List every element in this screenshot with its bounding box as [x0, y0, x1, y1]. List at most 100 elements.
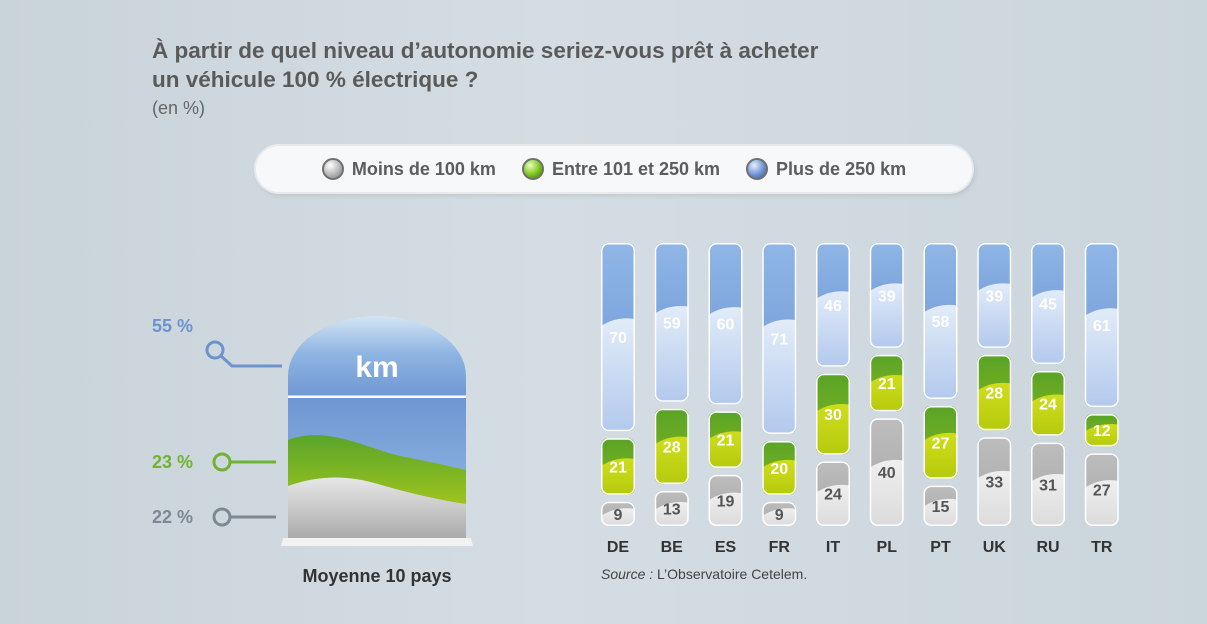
bar-value-label: 12: [1093, 423, 1111, 440]
chart-title: À partir de quel niveau d’autonomie seri…: [152, 36, 818, 94]
bar-segment-border: [977, 354, 1012, 431]
bar-segment-border: [654, 243, 689, 402]
bar-value-label: 24: [824, 487, 842, 504]
bar-segment-border: [869, 354, 904, 412]
bar-101-250: [1084, 414, 1119, 447]
bar-segment-shade: [708, 492, 743, 526]
bar-value-label: 71: [770, 331, 788, 348]
bar-value-label: 58: [932, 314, 950, 331]
bar-value-label: 20: [770, 461, 788, 478]
bar-value-label: 21: [609, 460, 627, 477]
bar-segment-border: [601, 243, 635, 432]
bar-segment-border: [869, 418, 904, 526]
bar-value-label: 39: [985, 288, 1003, 305]
bar-segment-border: [1031, 371, 1065, 436]
bar-under-100: [977, 437, 1012, 526]
legend-label: Entre 101 et 250 km: [551, 158, 721, 179]
bar-segment-shade: [977, 283, 1012, 348]
legend-item-101-250: Entre 101 et 250 km: [521, 158, 721, 180]
title-line-1: À partir de quel niveau d’autonomie seri…: [152, 38, 819, 63]
bar-segment-border: [762, 440, 797, 495]
bar-segment-shade: [708, 307, 743, 405]
bar-segment-shade: [923, 304, 958, 400]
blue-bullet-icon: [746, 158, 769, 180]
bar-value-label: 28: [663, 439, 681, 456]
bar-segment-shade: [816, 403, 850, 455]
bar-value-label: 27: [932, 435, 950, 452]
bar-value-label: 60: [717, 317, 735, 334]
average-callout: 23 %: [152, 452, 276, 472]
bar-segment-border: [654, 408, 689, 485]
bar-over-250: [601, 243, 635, 432]
bar-segment-border: [654, 491, 689, 526]
bar-segment-border: [708, 411, 743, 468]
bar-over-250: [977, 243, 1012, 348]
legend-label: Plus de 250 km: [776, 158, 907, 179]
country-label: TR: [1091, 539, 1113, 556]
average-label: Moyenne 10 pays: [302, 566, 452, 586]
bar-value-label: 70: [609, 330, 627, 347]
bar-segment-shade: [762, 459, 797, 495]
bar-segment-border: [762, 243, 797, 434]
country-column: 13 28 59 BE: [654, 243, 689, 556]
source-note: Source : L’Observatoire Cetelem.: [601, 566, 807, 582]
battery-grey-layer: [288, 477, 466, 538]
bar-segment-shade: [869, 283, 904, 348]
country-column: 9 21 70 DE: [601, 243, 635, 556]
average-value-label: 55 %: [152, 316, 193, 336]
country-label: PL: [877, 539, 898, 556]
bar-under-100: [601, 501, 635, 526]
bar-value-label: 21: [717, 433, 735, 450]
country-label: FR: [769, 539, 791, 556]
bar-segment-shade: [654, 502, 689, 526]
bar-under-100: [1084, 453, 1119, 526]
country-label: UK: [983, 539, 1007, 556]
bar-segment-border: [601, 438, 635, 495]
bar-segment-shade: [762, 319, 797, 434]
bar-segment-border: [601, 501, 635, 527]
bar-segment-border: [923, 243, 958, 400]
bar-segment-border: [708, 474, 743, 527]
grey-bullet-icon: [321, 158, 344, 180]
bar-over-250: [869, 243, 904, 348]
bar-under-100: [923, 485, 958, 526]
bar-segment-shade: [816, 484, 850, 526]
bar-over-250: [1031, 243, 1065, 365]
bar-value-label: 27: [1093, 483, 1111, 500]
bar-segment-shade: [977, 382, 1012, 431]
bar-segment-shade: [816, 291, 850, 367]
bar-under-100: [869, 418, 904, 526]
bar-segment-border: [977, 243, 1012, 348]
country-label: DE: [607, 539, 630, 556]
bar-value-label: 39: [878, 288, 896, 305]
bar-segment-border: [816, 461, 850, 527]
bar-segment-border: [869, 243, 904, 348]
bar-segment-shade: [923, 498, 958, 526]
bar-value-label: 9: [614, 507, 623, 524]
bar-segment-shade: [1031, 394, 1065, 436]
average-callout: 55 %: [152, 316, 282, 368]
bar-under-100: [654, 491, 689, 526]
bar-segment-shade: [923, 432, 958, 479]
bar-value-label: 33: [985, 475, 1003, 492]
bar-segment-border: [816, 243, 850, 367]
callout-ring: [212, 452, 232, 472]
bar-value-label: 61: [1093, 318, 1111, 335]
bar-segment-border: [1084, 243, 1119, 408]
bar-segment-shade: [1031, 473, 1065, 526]
country-label: IT: [826, 539, 840, 556]
bar-under-100: [816, 461, 850, 526]
country-column: 40 21 39 PL: [869, 243, 904, 556]
country-column: 19 21 60 ES: [708, 243, 743, 556]
callout-ring: [212, 507, 232, 527]
bar-segment-shade: [869, 459, 904, 526]
bar-segment-shade: [601, 508, 635, 526]
average-callouts: 55 % 23 % 22 %: [152, 316, 282, 527]
bar-101-250: [762, 440, 797, 495]
average-value-label: 23 %: [152, 452, 193, 472]
bar-under-100: [1031, 442, 1065, 526]
average-value-label: 22 %: [152, 507, 193, 527]
unit-label: (en %): [152, 98, 206, 118]
bar-segment-shade: [654, 436, 689, 485]
